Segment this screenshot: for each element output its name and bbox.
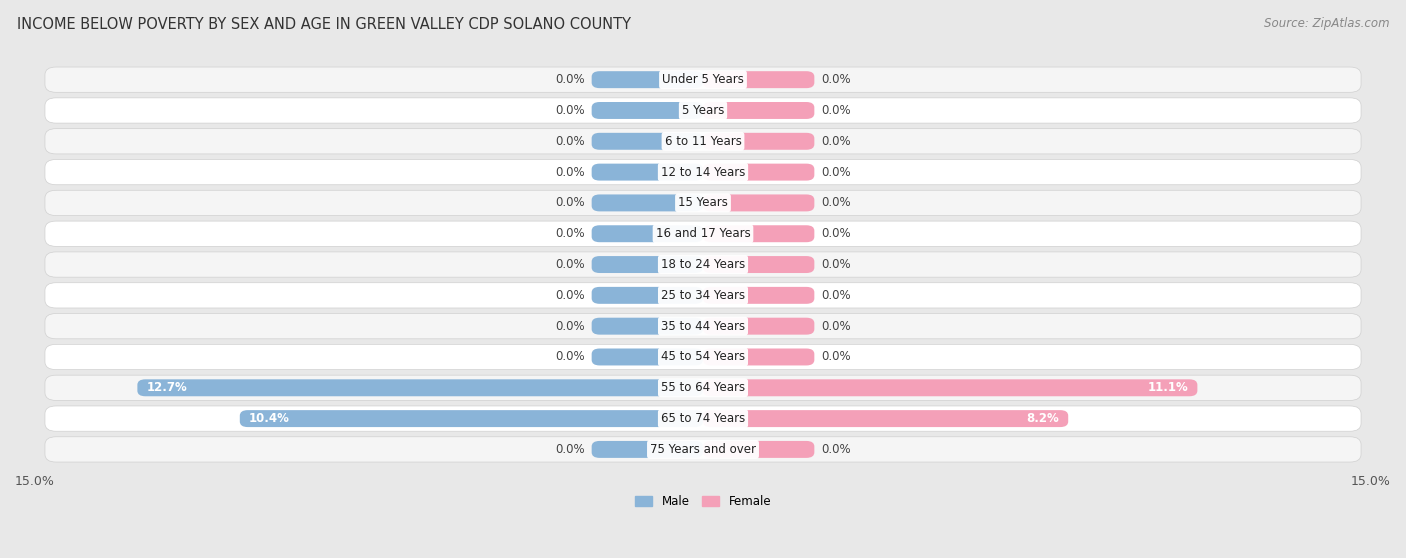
FancyBboxPatch shape [45, 437, 1361, 462]
Text: 0.0%: 0.0% [555, 289, 585, 302]
Text: 0.0%: 0.0% [555, 104, 585, 117]
FancyBboxPatch shape [703, 163, 814, 181]
FancyBboxPatch shape [592, 163, 703, 181]
FancyBboxPatch shape [703, 194, 814, 211]
Text: 25 to 34 Years: 25 to 34 Years [661, 289, 745, 302]
Text: Source: ZipAtlas.com: Source: ZipAtlas.com [1264, 17, 1389, 30]
Text: 0.0%: 0.0% [555, 135, 585, 148]
Text: 8.2%: 8.2% [1026, 412, 1059, 425]
Text: 0.0%: 0.0% [821, 135, 851, 148]
Text: 12 to 14 Years: 12 to 14 Years [661, 166, 745, 179]
Text: 0.0%: 0.0% [821, 196, 851, 209]
FancyBboxPatch shape [45, 98, 1361, 123]
FancyBboxPatch shape [703, 379, 1198, 396]
Text: 0.0%: 0.0% [821, 443, 851, 456]
FancyBboxPatch shape [703, 318, 814, 335]
Text: 0.0%: 0.0% [555, 350, 585, 363]
FancyBboxPatch shape [703, 256, 814, 273]
Text: 0.0%: 0.0% [555, 320, 585, 333]
FancyBboxPatch shape [45, 375, 1361, 401]
Text: 0.0%: 0.0% [821, 320, 851, 333]
Text: 0.0%: 0.0% [555, 73, 585, 86]
Text: 0.0%: 0.0% [821, 289, 851, 302]
Text: 45 to 54 Years: 45 to 54 Years [661, 350, 745, 363]
Text: 0.0%: 0.0% [555, 258, 585, 271]
FancyBboxPatch shape [592, 133, 703, 150]
FancyBboxPatch shape [45, 67, 1361, 92]
FancyBboxPatch shape [703, 349, 814, 365]
FancyBboxPatch shape [45, 283, 1361, 308]
FancyBboxPatch shape [592, 318, 703, 335]
FancyBboxPatch shape [45, 190, 1361, 215]
Legend: Male, Female: Male, Female [630, 490, 776, 513]
Text: 11.1%: 11.1% [1147, 381, 1188, 395]
FancyBboxPatch shape [592, 71, 703, 88]
Text: 6 to 11 Years: 6 to 11 Years [665, 135, 741, 148]
Text: 18 to 24 Years: 18 to 24 Years [661, 258, 745, 271]
FancyBboxPatch shape [45, 129, 1361, 154]
Text: 10.4%: 10.4% [249, 412, 290, 425]
FancyBboxPatch shape [703, 441, 814, 458]
Text: 75 Years and over: 75 Years and over [650, 443, 756, 456]
FancyBboxPatch shape [138, 379, 703, 396]
FancyBboxPatch shape [703, 102, 814, 119]
Text: 15 Years: 15 Years [678, 196, 728, 209]
Text: 35 to 44 Years: 35 to 44 Years [661, 320, 745, 333]
Text: 0.0%: 0.0% [821, 166, 851, 179]
Text: 55 to 64 Years: 55 to 64 Years [661, 381, 745, 395]
Text: 0.0%: 0.0% [821, 73, 851, 86]
Text: 0.0%: 0.0% [821, 104, 851, 117]
FancyBboxPatch shape [703, 410, 1069, 427]
FancyBboxPatch shape [592, 441, 703, 458]
Text: 16 and 17 Years: 16 and 17 Years [655, 227, 751, 240]
FancyBboxPatch shape [592, 287, 703, 304]
FancyBboxPatch shape [592, 349, 703, 365]
Text: 0.0%: 0.0% [821, 350, 851, 363]
FancyBboxPatch shape [45, 344, 1361, 369]
FancyBboxPatch shape [592, 194, 703, 211]
FancyBboxPatch shape [592, 256, 703, 273]
FancyBboxPatch shape [703, 287, 814, 304]
FancyBboxPatch shape [45, 221, 1361, 247]
Text: 5 Years: 5 Years [682, 104, 724, 117]
FancyBboxPatch shape [592, 225, 703, 242]
FancyBboxPatch shape [45, 252, 1361, 277]
Text: Under 5 Years: Under 5 Years [662, 73, 744, 86]
Text: 0.0%: 0.0% [555, 443, 585, 456]
FancyBboxPatch shape [703, 133, 814, 150]
Text: 12.7%: 12.7% [146, 381, 187, 395]
FancyBboxPatch shape [45, 160, 1361, 185]
FancyBboxPatch shape [703, 71, 814, 88]
Text: 0.0%: 0.0% [821, 227, 851, 240]
Text: 0.0%: 0.0% [555, 227, 585, 240]
Text: 0.0%: 0.0% [555, 196, 585, 209]
FancyBboxPatch shape [240, 410, 703, 427]
FancyBboxPatch shape [703, 225, 814, 242]
FancyBboxPatch shape [45, 406, 1361, 431]
FancyBboxPatch shape [45, 314, 1361, 339]
Text: 0.0%: 0.0% [821, 258, 851, 271]
Text: 0.0%: 0.0% [555, 166, 585, 179]
FancyBboxPatch shape [592, 102, 703, 119]
Text: 65 to 74 Years: 65 to 74 Years [661, 412, 745, 425]
Text: INCOME BELOW POVERTY BY SEX AND AGE IN GREEN VALLEY CDP SOLANO COUNTY: INCOME BELOW POVERTY BY SEX AND AGE IN G… [17, 17, 631, 32]
